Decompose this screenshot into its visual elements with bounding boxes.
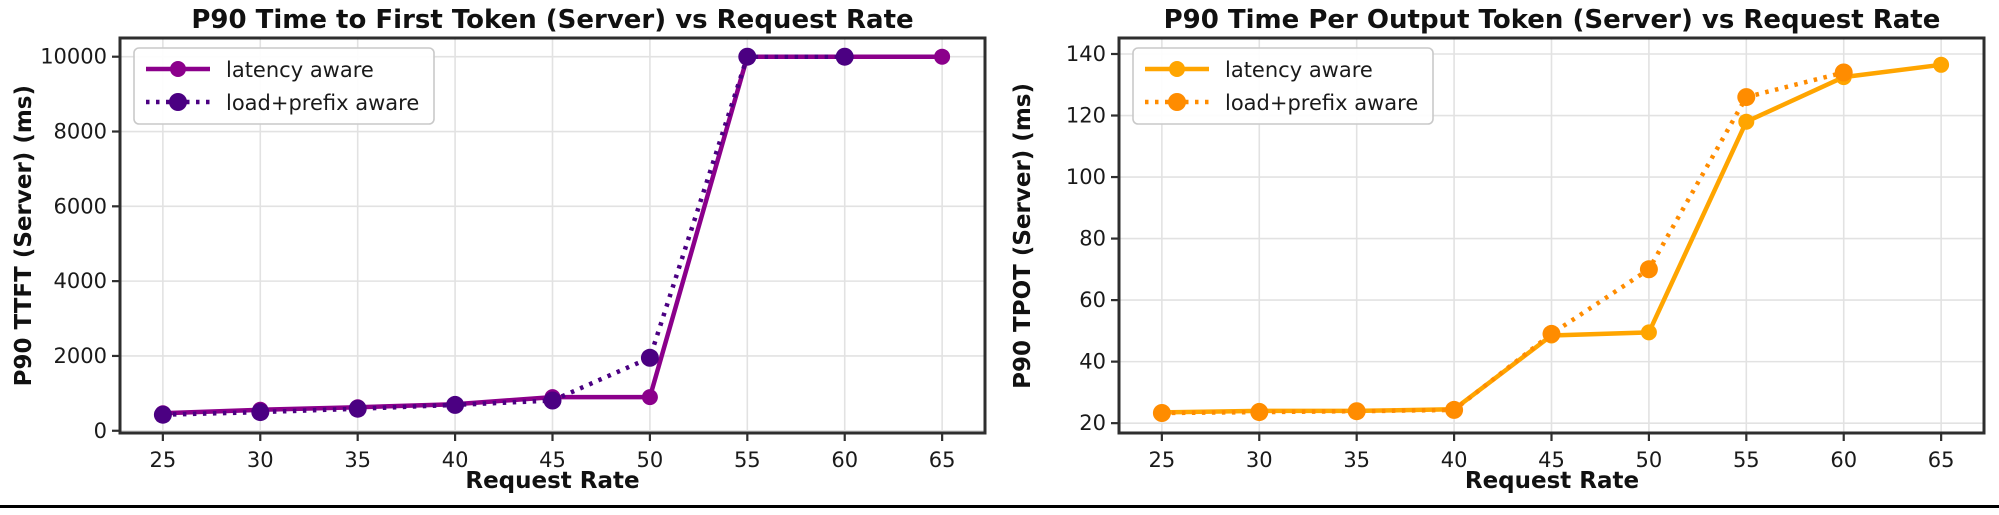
x-tick-label: 25 bbox=[149, 448, 176, 472]
legend-sample-marker bbox=[170, 61, 186, 77]
y-tick-label: 2000 bbox=[54, 344, 107, 368]
legend: latency aware load+prefix aware bbox=[133, 47, 435, 125]
data-point-marker bbox=[835, 47, 854, 66]
legend-entry-label: latency aware bbox=[226, 58, 374, 82]
y-tick-label: 8000 bbox=[54, 120, 107, 144]
data-point-marker bbox=[543, 391, 562, 410]
x-tick-label: 40 bbox=[442, 448, 469, 472]
x-tick-label: 35 bbox=[344, 448, 371, 472]
y-tick-label: 80 bbox=[1079, 227, 1106, 251]
legend-entry-label: load+prefix aware bbox=[226, 91, 419, 115]
data-point-marker bbox=[1640, 324, 1657, 341]
x-tick-label: 65 bbox=[1928, 448, 1955, 472]
y-tick-label: 120 bbox=[1066, 104, 1106, 128]
y-tick-label: 60 bbox=[1079, 288, 1106, 312]
data-point-marker bbox=[348, 399, 367, 418]
x-axis-label: Request Rate bbox=[465, 468, 640, 494]
plot-frame bbox=[1117, 36, 1986, 435]
data-point-marker bbox=[1152, 404, 1171, 422]
data-point-marker bbox=[1542, 324, 1561, 343]
plot-frame bbox=[118, 36, 987, 435]
y-tick-label: 4000 bbox=[54, 269, 107, 293]
x-axis-label: Request Rate bbox=[1464, 468, 1640, 494]
data-point-marker bbox=[1737, 88, 1756, 107]
legend-entry-label: latency aware bbox=[1225, 58, 1373, 82]
data-point-marker bbox=[446, 395, 465, 414]
x-tick-label: 60 bbox=[831, 448, 858, 472]
y-tick-label: 0 bbox=[94, 419, 107, 443]
data-point-marker bbox=[934, 48, 951, 65]
chart-title: P90 Time to First Token (Server) vs Requ… bbox=[191, 5, 914, 35]
data-point-marker bbox=[1445, 400, 1464, 419]
data-point-marker bbox=[1639, 260, 1658, 279]
plot-area: 25 30 35 40 45 50 55 60 65 0 2000 4000 6000 8000 10000… bbox=[40, 36, 987, 472]
y-tick-label: 10000 bbox=[40, 45, 107, 69]
ttft-chart: P90 Time to First Token (Server) vs Requ… bbox=[0, 0, 999, 503]
x-tick-label: 55 bbox=[1733, 448, 1760, 472]
bottom-divider bbox=[0, 505, 1999, 508]
legend-sample-marker bbox=[1169, 61, 1185, 77]
data-point-marker bbox=[640, 348, 659, 367]
data-point-marker bbox=[641, 389, 658, 406]
data-point-marker bbox=[738, 47, 757, 66]
y-tick-label: 100 bbox=[1066, 165, 1106, 189]
x-tick-label: 50 bbox=[1636, 448, 1663, 472]
legend-entry-label: load+prefix aware bbox=[1225, 91, 1418, 115]
data-point-marker bbox=[153, 405, 172, 424]
chart-title: P90 Time Per Output Token (Server) vs Re… bbox=[1163, 5, 1941, 35]
data-point-marker bbox=[1250, 403, 1269, 422]
x-tick-label: 55 bbox=[734, 448, 761, 472]
x-tick-label: 45 bbox=[1538, 448, 1565, 472]
x-tick-label: 25 bbox=[1148, 448, 1175, 472]
series-line-dotted bbox=[162, 54, 845, 417]
plot-area: 25 30 35 40 45 50 55 60 65 20 40 60 80 100 120 140 laten… bbox=[1066, 36, 1986, 472]
y-tick-label: 40 bbox=[1079, 350, 1106, 374]
charts-row: P90 Time to First Token (Server) vs Requ… bbox=[0, 0, 1999, 503]
x-tick-label: 35 bbox=[1343, 448, 1370, 472]
x-tick-label: 30 bbox=[247, 448, 274, 472]
data-point-marker bbox=[1347, 402, 1366, 421]
y-tick-label: 20 bbox=[1079, 411, 1106, 435]
x-tick-label: 30 bbox=[1246, 448, 1273, 472]
data-point-marker bbox=[1738, 113, 1755, 130]
data-point-marker bbox=[1834, 63, 1853, 82]
data-point-marker bbox=[251, 403, 270, 422]
x-tick-label: 45 bbox=[539, 448, 566, 472]
tpot-chart: P90 Time Per Output Token (Server) vs Re… bbox=[999, 0, 1999, 503]
y-tick-label: 140 bbox=[1066, 42, 1106, 66]
legend-sample-marker bbox=[169, 93, 187, 111]
x-tick-label: 60 bbox=[1830, 448, 1857, 472]
y-tick-label: 6000 bbox=[54, 194, 107, 218]
legend: latency aware load+prefix aware bbox=[1132, 47, 1434, 125]
legend-sample-marker bbox=[1168, 93, 1186, 111]
x-tick-label: 65 bbox=[929, 448, 956, 472]
x-tick-label: 40 bbox=[1441, 448, 1468, 472]
x-tick-label: 50 bbox=[637, 448, 664, 472]
data-point-marker bbox=[1933, 56, 1950, 73]
